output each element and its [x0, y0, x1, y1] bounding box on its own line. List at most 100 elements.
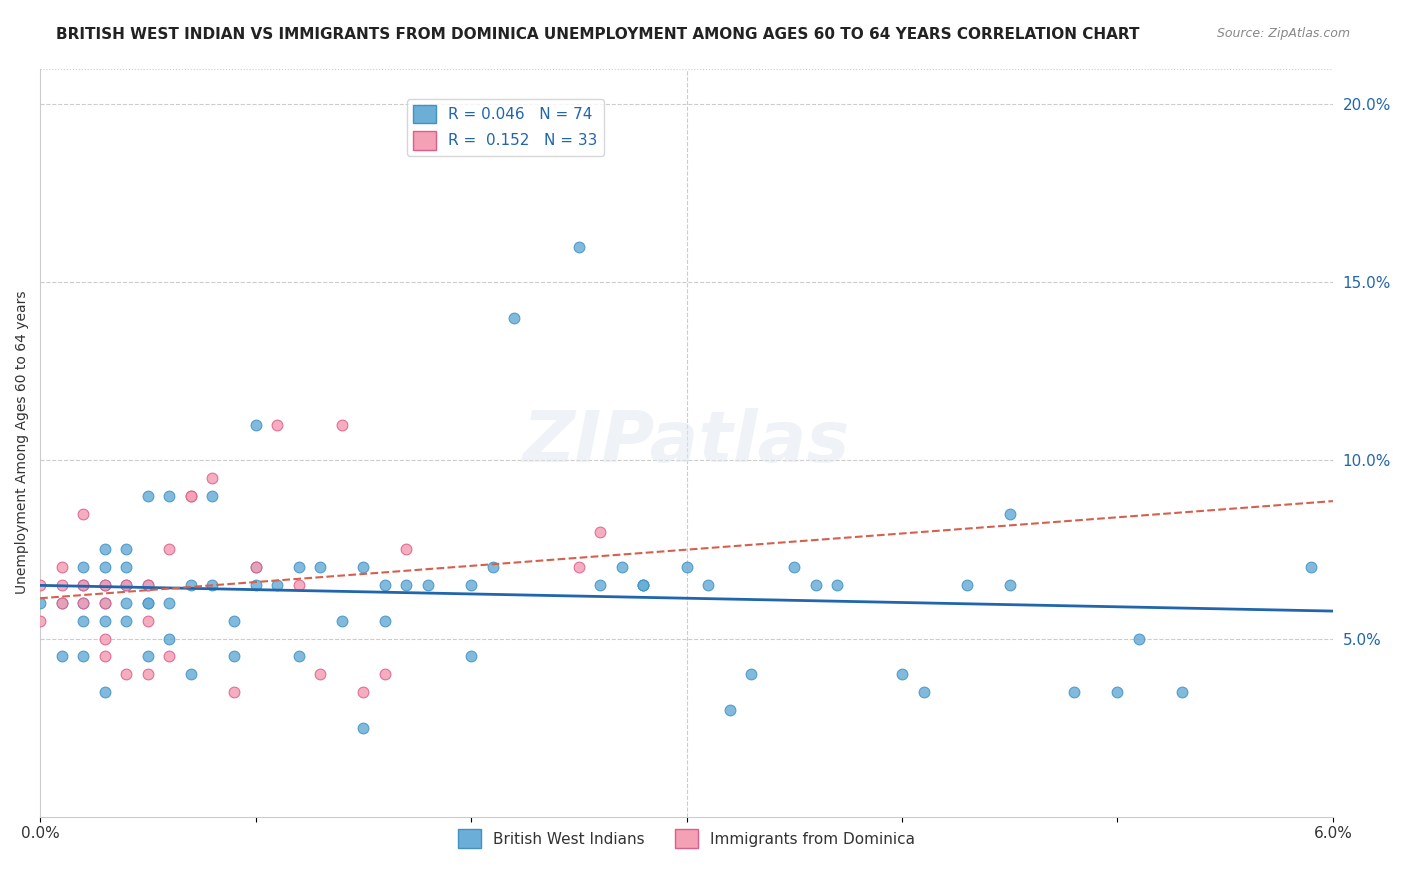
Point — [589, 578, 612, 592]
Point — [309, 667, 332, 681]
Point — [633, 578, 655, 592]
Text: Source: ZipAtlas.com: Source: ZipAtlas.com — [1216, 27, 1350, 40]
Point — [374, 667, 396, 681]
Point — [180, 578, 202, 592]
Point — [589, 524, 612, 539]
Point — [955, 578, 977, 592]
Point — [72, 507, 94, 521]
Point — [309, 560, 332, 574]
Point — [1171, 685, 1194, 699]
Point — [222, 649, 245, 664]
Point — [72, 614, 94, 628]
Point — [201, 578, 224, 592]
Point — [180, 667, 202, 681]
Point — [675, 560, 697, 574]
Point — [804, 578, 827, 592]
Point — [30, 578, 52, 592]
Point — [136, 578, 159, 592]
Point — [330, 614, 353, 628]
Point — [374, 614, 396, 628]
Point — [266, 417, 288, 432]
Point — [783, 560, 806, 574]
Point — [115, 542, 138, 557]
Point — [1301, 560, 1323, 574]
Point — [1128, 632, 1150, 646]
Point — [352, 560, 374, 574]
Point — [697, 578, 720, 592]
Point — [51, 596, 73, 610]
Point — [30, 596, 52, 610]
Point — [460, 649, 482, 664]
Point — [72, 596, 94, 610]
Point — [72, 560, 94, 574]
Point — [180, 489, 202, 503]
Point — [245, 560, 267, 574]
Point — [94, 614, 117, 628]
Point — [157, 649, 180, 664]
Point — [201, 471, 224, 485]
Point — [136, 489, 159, 503]
Point — [460, 578, 482, 592]
Point — [1107, 685, 1129, 699]
Point — [136, 596, 159, 610]
Point — [94, 578, 117, 592]
Point — [51, 578, 73, 592]
Point — [115, 614, 138, 628]
Point — [201, 489, 224, 503]
Point — [94, 560, 117, 574]
Point — [136, 596, 159, 610]
Point — [115, 560, 138, 574]
Point — [633, 578, 655, 592]
Point — [136, 614, 159, 628]
Point — [72, 578, 94, 592]
Point — [912, 685, 935, 699]
Point — [610, 560, 633, 574]
Point — [30, 614, 52, 628]
Point — [157, 632, 180, 646]
Point — [245, 578, 267, 592]
Text: BRITISH WEST INDIAN VS IMMIGRANTS FROM DOMINICA UNEMPLOYMENT AMONG AGES 60 TO 64: BRITISH WEST INDIAN VS IMMIGRANTS FROM D… — [56, 27, 1140, 42]
Point — [395, 578, 418, 592]
Point — [352, 685, 374, 699]
Point — [94, 596, 117, 610]
Point — [136, 649, 159, 664]
Y-axis label: Unemployment Among Ages 60 to 64 years: Unemployment Among Ages 60 to 64 years — [15, 291, 30, 594]
Point — [287, 649, 309, 664]
Point — [416, 578, 439, 592]
Point — [136, 578, 159, 592]
Point — [72, 649, 94, 664]
Point — [51, 596, 73, 610]
Point — [568, 560, 591, 574]
Point — [287, 560, 309, 574]
Point — [503, 310, 526, 325]
Point — [330, 417, 353, 432]
Point — [180, 489, 202, 503]
Point — [352, 721, 374, 735]
Point — [157, 596, 180, 610]
Point — [222, 685, 245, 699]
Point — [891, 667, 914, 681]
Point — [481, 560, 503, 574]
Point — [568, 240, 591, 254]
Point — [136, 667, 159, 681]
Point — [115, 578, 138, 592]
Point — [94, 596, 117, 610]
Point — [51, 649, 73, 664]
Point — [245, 417, 267, 432]
Point — [998, 578, 1021, 592]
Point — [115, 578, 138, 592]
Point — [740, 667, 762, 681]
Point — [266, 578, 288, 592]
Point — [374, 578, 396, 592]
Point — [72, 578, 94, 592]
Point — [998, 507, 1021, 521]
Point — [633, 578, 655, 592]
Point — [51, 560, 73, 574]
Point — [72, 596, 94, 610]
Point — [94, 685, 117, 699]
Point — [94, 542, 117, 557]
Text: ZIPatlas: ZIPatlas — [523, 409, 851, 477]
Point — [115, 667, 138, 681]
Point — [395, 542, 418, 557]
Point — [287, 578, 309, 592]
